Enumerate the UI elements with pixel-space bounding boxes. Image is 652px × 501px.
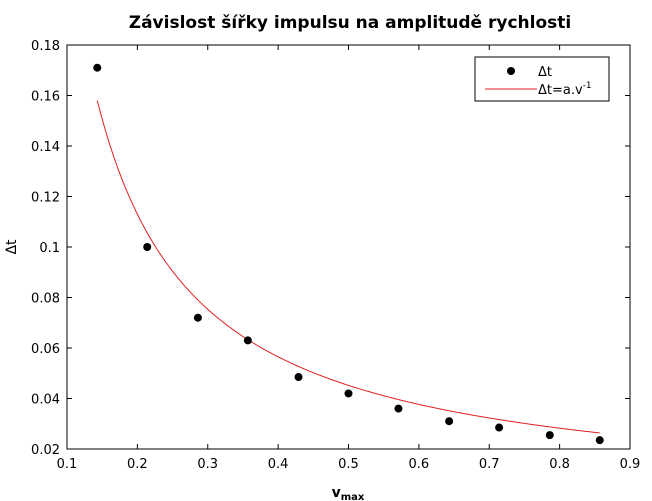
legend-label-points: Δt	[538, 65, 552, 80]
x-tick-label: 0.8	[549, 457, 570, 472]
y-tick-label: 0.16	[31, 90, 60, 105]
data-points	[93, 63, 604, 445]
x-tick-label: 0.3	[197, 457, 218, 472]
data-point	[445, 417, 454, 426]
x-tick-label: 0.5	[338, 457, 359, 472]
y-tick-label: 0.04	[31, 393, 60, 408]
fit-line	[96, 100, 600, 434]
x-tick-label: 0.7	[479, 457, 500, 472]
x-tick-label: 0.4	[268, 457, 289, 472]
axis-ticks: 0.1 0.2 0.3 0.4 0.5 0.6 0.7 0.8 0.9 0.02 0.04 0.06 0…	[31, 39, 640, 472]
data-point	[143, 243, 152, 251]
data-point	[495, 423, 504, 432]
x-tick-label: 0.6	[409, 457, 430, 472]
legend-label-fit: Δt=a.v-1	[538, 81, 592, 98]
plot-frame	[66, 44, 631, 450]
fit-curve	[96, 100, 600, 434]
x-tick-label: 0.9	[620, 457, 641, 472]
y-tick-label: 0.18	[31, 39, 60, 54]
chart-title: Závislost šířky impulsu na amplitudě ryc…	[129, 13, 571, 33]
data-point	[545, 431, 554, 440]
x-tick-label: 0.1	[57, 457, 78, 472]
data-point	[193, 313, 202, 322]
y-axis-label: Δt	[4, 239, 20, 255]
data-point	[394, 404, 403, 413]
y-tick-label: 0.08	[31, 292, 60, 307]
data-point	[294, 373, 303, 382]
legend-box	[474, 56, 610, 102]
data-point	[93, 63, 102, 72]
x-axis-label: vmax	[332, 485, 365, 501]
x-tick-label: 0.2	[127, 457, 148, 472]
data-point	[243, 336, 252, 345]
data-point	[344, 389, 353, 398]
y-tick-label: 0.14	[31, 140, 60, 155]
y-tick-label: 0.1	[39, 241, 60, 256]
x-axis-label-subscript: max	[341, 492, 365, 501]
data-point	[595, 436, 604, 445]
legend: Δt Δt=a.v-1	[474, 56, 610, 102]
legend-marker-points	[507, 67, 515, 75]
legend-label-fit-superscript: -1	[583, 81, 592, 91]
y-tick-label: 0.02	[31, 443, 60, 458]
y-tick-label: 0.06	[31, 342, 60, 357]
y-tick-label: 0.12	[31, 191, 60, 206]
